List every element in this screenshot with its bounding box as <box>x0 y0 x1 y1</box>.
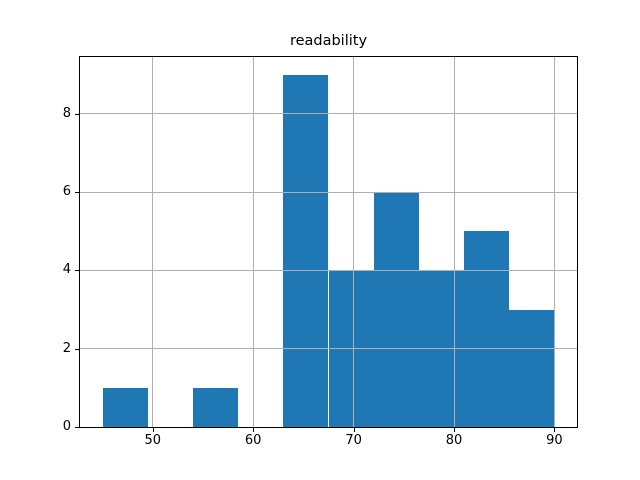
y-tick-mark <box>75 113 79 115</box>
y-gridline <box>80 269 577 271</box>
x-tick-label: 90 <box>546 433 563 448</box>
histogram-bar <box>509 309 555 427</box>
y-tick-label: 0 <box>62 419 71 434</box>
histogram-bar <box>464 231 510 427</box>
histogram-bar <box>373 192 419 427</box>
x-gridline <box>152 57 154 427</box>
y-tick-mark <box>75 192 79 194</box>
x-tick-mark <box>554 428 556 432</box>
x-tick-mark <box>152 428 154 432</box>
y-tick-mark <box>75 427 79 428</box>
y-gridline <box>80 191 577 193</box>
y-tick-label: 6 <box>62 184 71 200</box>
histogram-bar <box>283 74 329 427</box>
histogram-bar <box>192 387 239 427</box>
x-tick-mark <box>454 428 455 432</box>
x-gridline <box>453 57 455 427</box>
y-tick-label: 8 <box>62 105 71 121</box>
y-tick-label: 4 <box>62 262 71 278</box>
x-tick-mark <box>253 428 255 432</box>
y-gridline <box>80 113 577 115</box>
y-tick-mark <box>75 270 79 272</box>
x-tick-label: 80 <box>445 433 463 448</box>
x-gridline <box>353 57 355 427</box>
plot-area <box>79 56 578 428</box>
x-gridline <box>553 57 555 427</box>
chart-title: readability <box>289 33 368 49</box>
y-gridline <box>80 348 577 350</box>
y-tick-label: 2 <box>62 340 71 356</box>
x-gridline <box>252 57 254 427</box>
x-tick-label: 50 <box>144 433 162 448</box>
y-tick-mark <box>75 348 79 350</box>
x-tick-mark <box>353 428 355 432</box>
histogram-bar <box>102 387 148 427</box>
x-tick-label: 70 <box>345 433 362 448</box>
x-tick-label: 60 <box>244 433 262 448</box>
